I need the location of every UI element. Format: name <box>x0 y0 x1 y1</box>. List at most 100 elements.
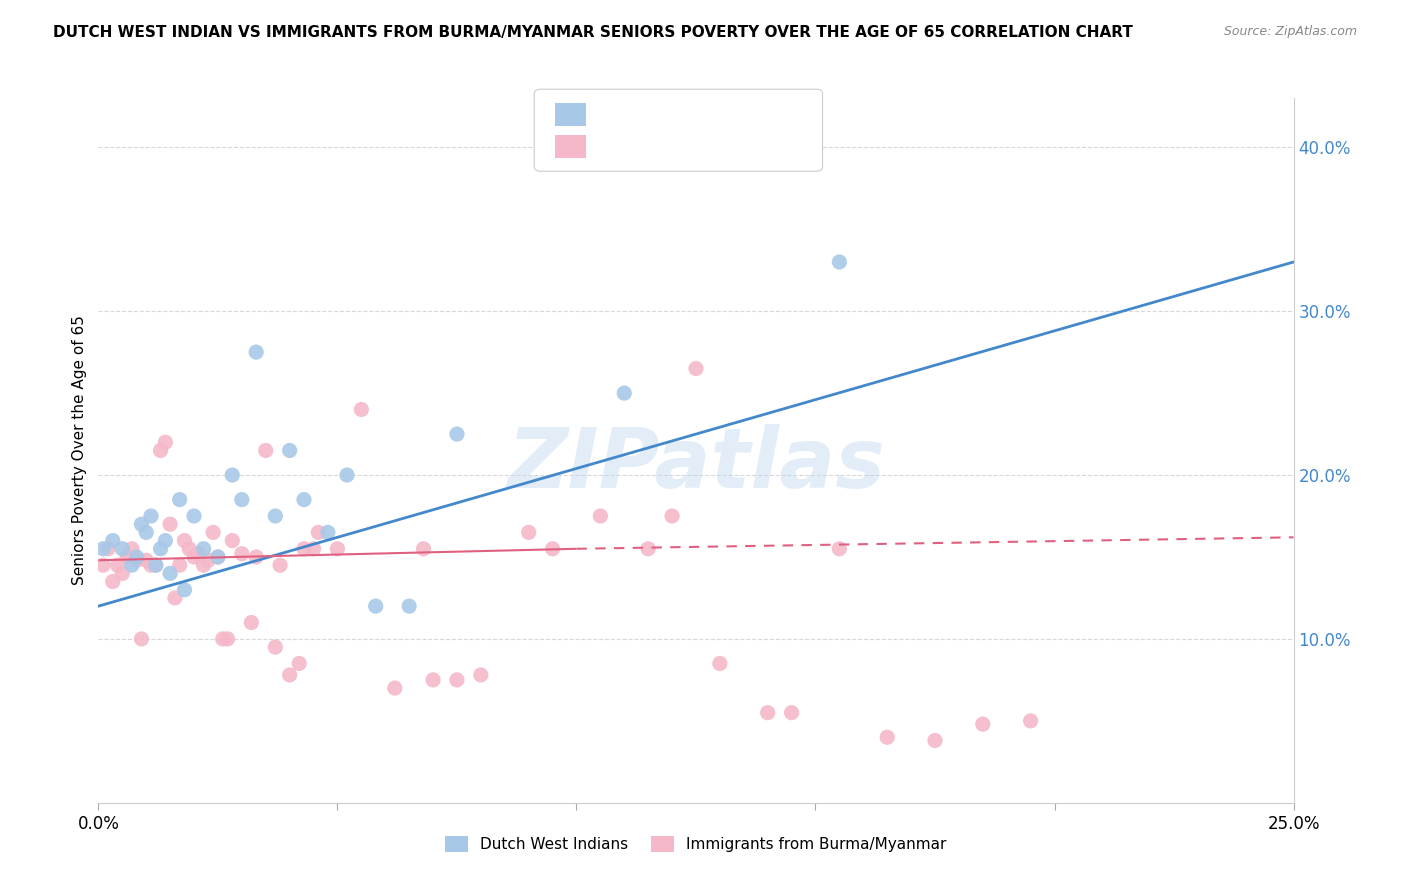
Point <box>278 443 301 458</box>
Point <box>254 443 277 458</box>
Point <box>307 525 329 540</box>
Point <box>202 525 225 540</box>
Text: 60: 60 <box>755 137 778 155</box>
Point <box>111 566 134 581</box>
Point <box>149 541 172 556</box>
Point <box>422 673 444 687</box>
Point <box>350 402 373 417</box>
Point <box>302 541 325 556</box>
Point <box>613 386 636 401</box>
Point <box>217 632 239 646</box>
Point <box>221 468 243 483</box>
Text: 0.611: 0.611 <box>640 105 692 123</box>
Point <box>121 558 143 573</box>
Point <box>326 541 349 556</box>
Point <box>139 558 162 573</box>
Point <box>135 525 157 540</box>
Point <box>412 541 434 556</box>
Point <box>364 599 387 614</box>
Point <box>240 615 263 630</box>
Point <box>91 558 114 573</box>
Legend: Dutch West Indians, Immigrants from Burma/Myanmar: Dutch West Indians, Immigrants from Burm… <box>439 830 953 859</box>
Point <box>336 468 359 483</box>
Point <box>187 547 209 561</box>
Point <box>245 345 267 359</box>
Point <box>91 541 114 556</box>
Text: R =: R = <box>595 107 623 121</box>
Point <box>541 541 564 556</box>
Point <box>517 525 540 540</box>
Point <box>169 558 191 573</box>
Point <box>637 541 659 556</box>
Point <box>264 640 287 654</box>
Point <box>101 574 124 589</box>
Text: N =: N = <box>710 139 740 153</box>
Point <box>149 443 172 458</box>
Point <box>384 681 406 695</box>
Point <box>121 541 143 556</box>
Text: 0.027: 0.027 <box>640 137 692 155</box>
Point <box>135 553 157 567</box>
Point <box>288 657 311 671</box>
Point <box>145 558 167 573</box>
Point <box>145 558 167 573</box>
Point <box>278 668 301 682</box>
Point <box>972 717 994 731</box>
Point <box>756 706 779 720</box>
Point <box>173 533 195 548</box>
Point <box>207 549 229 564</box>
Point <box>163 591 186 605</box>
Point <box>211 632 233 646</box>
Point <box>661 508 683 523</box>
Point <box>292 541 315 556</box>
Point <box>221 533 243 548</box>
Point <box>193 558 215 573</box>
Point <box>231 547 253 561</box>
Point <box>709 657 731 671</box>
Point <box>828 255 851 269</box>
Y-axis label: Seniors Poverty Over the Age of 65: Seniors Poverty Over the Age of 65 <box>72 316 87 585</box>
Point <box>155 533 177 548</box>
Point <box>292 492 315 507</box>
Point <box>179 541 201 556</box>
Point <box>159 566 181 581</box>
Point <box>183 508 205 523</box>
Point <box>589 508 612 523</box>
Point <box>115 549 138 564</box>
Point <box>316 525 339 540</box>
Point <box>231 492 253 507</box>
Point <box>155 435 177 450</box>
Point <box>107 558 129 573</box>
Point <box>173 582 195 597</box>
Point <box>264 508 287 523</box>
Point <box>97 541 120 556</box>
Point <box>131 632 153 646</box>
Point <box>207 549 229 564</box>
Point <box>183 549 205 564</box>
Point <box>169 492 191 507</box>
Text: DUTCH WEST INDIAN VS IMMIGRANTS FROM BURMA/MYANMAR SENIORS POVERTY OVER THE AGE : DUTCH WEST INDIAN VS IMMIGRANTS FROM BUR… <box>53 25 1133 40</box>
Point <box>197 553 219 567</box>
Point <box>245 549 267 564</box>
Point <box>159 517 181 532</box>
Text: N =: N = <box>710 107 740 121</box>
Text: R =: R = <box>595 139 623 153</box>
Text: 30: 30 <box>755 105 778 123</box>
Point <box>111 541 134 556</box>
Point <box>131 517 153 532</box>
Point <box>685 361 707 376</box>
Point <box>101 533 124 548</box>
Point <box>269 558 291 573</box>
Point <box>398 599 420 614</box>
Text: Source: ZipAtlas.com: Source: ZipAtlas.com <box>1223 25 1357 38</box>
Point <box>446 673 468 687</box>
Point <box>780 706 803 720</box>
Point <box>193 541 215 556</box>
Point <box>125 553 148 567</box>
Point <box>139 508 162 523</box>
Point <box>924 733 946 747</box>
Point <box>446 427 468 442</box>
Point <box>125 549 148 564</box>
Point <box>1019 714 1042 728</box>
Point <box>828 541 851 556</box>
